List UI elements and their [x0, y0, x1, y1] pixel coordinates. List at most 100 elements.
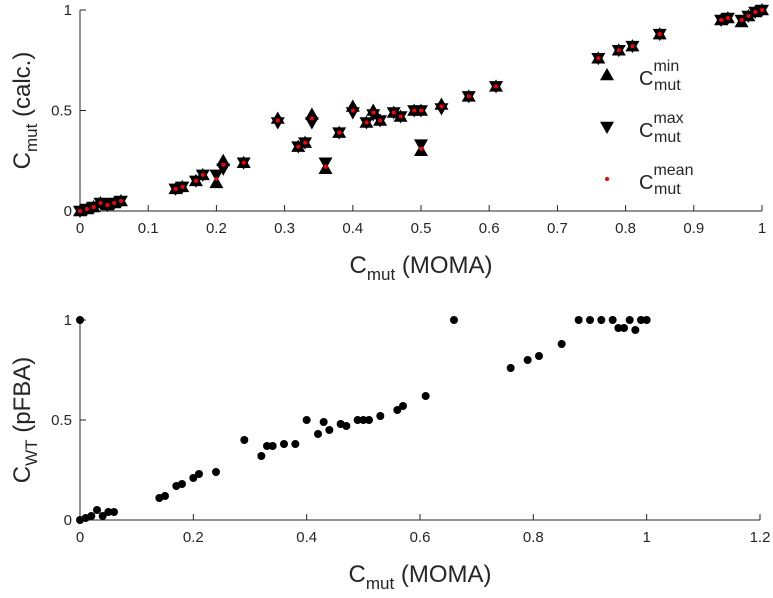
marker-dot	[630, 44, 635, 49]
y-tick-label: 1	[64, 2, 72, 19]
marker-dot	[314, 430, 322, 438]
marker-dot	[280, 440, 288, 448]
x-tick-label: 0.4	[296, 529, 317, 546]
marker-triangle-up	[304, 107, 319, 120]
marker-dot	[353, 416, 362, 424]
marker-dot	[342, 422, 351, 430]
marker-dot	[263, 442, 271, 450]
marker-triangle-down	[434, 103, 449, 116]
legend-entry: Cmean mut	[605, 162, 693, 198]
marker-triangle-down	[216, 163, 231, 176]
marker-dot	[746, 14, 751, 19]
marker-dot	[98, 512, 107, 520]
marker-dot	[93, 506, 101, 514]
x-tick-label: 0	[76, 529, 84, 546]
marker-dot	[760, 8, 764, 12]
marker-dot	[393, 406, 402, 414]
label-symbol: C	[9, 466, 36, 483]
x-tick-label: 1	[642, 529, 650, 546]
marker-dot	[399, 402, 407, 410]
legend-superscript: min	[653, 58, 679, 75]
marker-dot	[616, 48, 621, 53]
marker-dot	[110, 508, 118, 516]
marker-dot	[189, 474, 198, 482]
marker-dot	[240, 436, 249, 444]
y-tick-label: 1	[64, 312, 72, 329]
marker-dot	[212, 468, 220, 476]
marker-dot	[719, 18, 724, 23]
y-tick-label: 0.5	[51, 412, 72, 429]
marker-triangle-down	[318, 157, 333, 170]
legend-label: Cmin mut	[639, 58, 681, 94]
marker-dot	[319, 418, 328, 426]
x-axis-label: Cmut (MOMA)	[349, 561, 492, 593]
legend-label: Cmean mut	[639, 162, 693, 198]
marker-dot	[359, 416, 368, 424]
marker-dot	[303, 140, 308, 145]
marker-dot	[112, 200, 117, 205]
y-tick-label: 0	[64, 203, 72, 220]
marker-dot	[302, 416, 311, 424]
y-axis-label: Cmut (calc.)	[9, 52, 41, 170]
label-text: (MOMA)	[394, 561, 491, 588]
marker-dot	[98, 200, 103, 205]
marker-dot	[631, 326, 640, 334]
legend-entry: Cmin mut	[600, 58, 681, 94]
marker-triangle-down	[304, 117, 319, 130]
marker-dot	[76, 316, 84, 324]
marker-dot	[350, 108, 355, 113]
marker-dot	[596, 56, 601, 61]
marker-triangle-up	[216, 153, 231, 166]
label-subscript: mut	[367, 265, 396, 284]
legend-entry: Cmax mut	[600, 110, 684, 146]
marker-dot	[753, 10, 758, 15]
x-tick-label: 0.8	[523, 529, 544, 546]
legend-subscript: mut	[654, 181, 681, 198]
x-axis-label: Cmut (MOMA)	[350, 252, 493, 284]
marker-dot	[275, 118, 280, 123]
marker-triangle-up	[209, 175, 224, 189]
legend-subscript: mut	[654, 129, 681, 146]
marker-dot	[323, 164, 328, 169]
marker-triangle-up	[600, 68, 614, 81]
marker-dot	[365, 416, 373, 424]
marker-dot	[84, 206, 89, 211]
marker-dot	[291, 440, 300, 448]
legend-subscript: mut	[654, 77, 681, 94]
marker-dot	[535, 352, 543, 360]
marker-dot	[193, 178, 198, 183]
marker-dot	[637, 316, 645, 324]
marker-dot	[506, 364, 515, 372]
legend-symbol: C	[639, 172, 653, 194]
x-tick-label: 0.2	[183, 529, 204, 546]
marker-dot	[105, 202, 110, 207]
y-tick-label: 0.5	[51, 103, 72, 120]
legend-symbol: C	[639, 120, 653, 142]
x-tick-label: 0.4	[342, 220, 363, 237]
label-symbol: C	[9, 152, 36, 169]
label-subscript: WT	[22, 439, 41, 465]
x-tick-label: 0.9	[683, 220, 704, 237]
x-tick-label: 0.5	[411, 220, 432, 237]
x-tick-label: 0.3	[274, 220, 295, 237]
marker-dot	[173, 186, 178, 191]
marker-dot	[642, 316, 651, 324]
x-tick-label: 1	[758, 220, 766, 237]
series	[78, 8, 764, 213]
marker-dot	[450, 316, 458, 324]
marker-dot	[620, 324, 628, 332]
legend-superscript: mean	[653, 162, 693, 179]
x-tick-label: 0.8	[615, 220, 636, 237]
marker-dot	[78, 209, 82, 213]
marker-dot	[296, 144, 301, 149]
marker-dot	[605, 177, 609, 181]
x-tick-label: 0.6	[410, 529, 431, 546]
marker-dot	[657, 32, 662, 37]
marker-dot	[257, 452, 266, 460]
axes: 0 0.1 0.2 0.3 0.4 0.5 0.6 0.7 0.8 0.9 1 0 0.5 1 Cmut (…	[9, 2, 769, 284]
marker-dot	[586, 316, 594, 324]
marker-dot	[180, 184, 185, 189]
label-subscript: mut	[22, 123, 41, 152]
marker-dot	[214, 176, 219, 181]
